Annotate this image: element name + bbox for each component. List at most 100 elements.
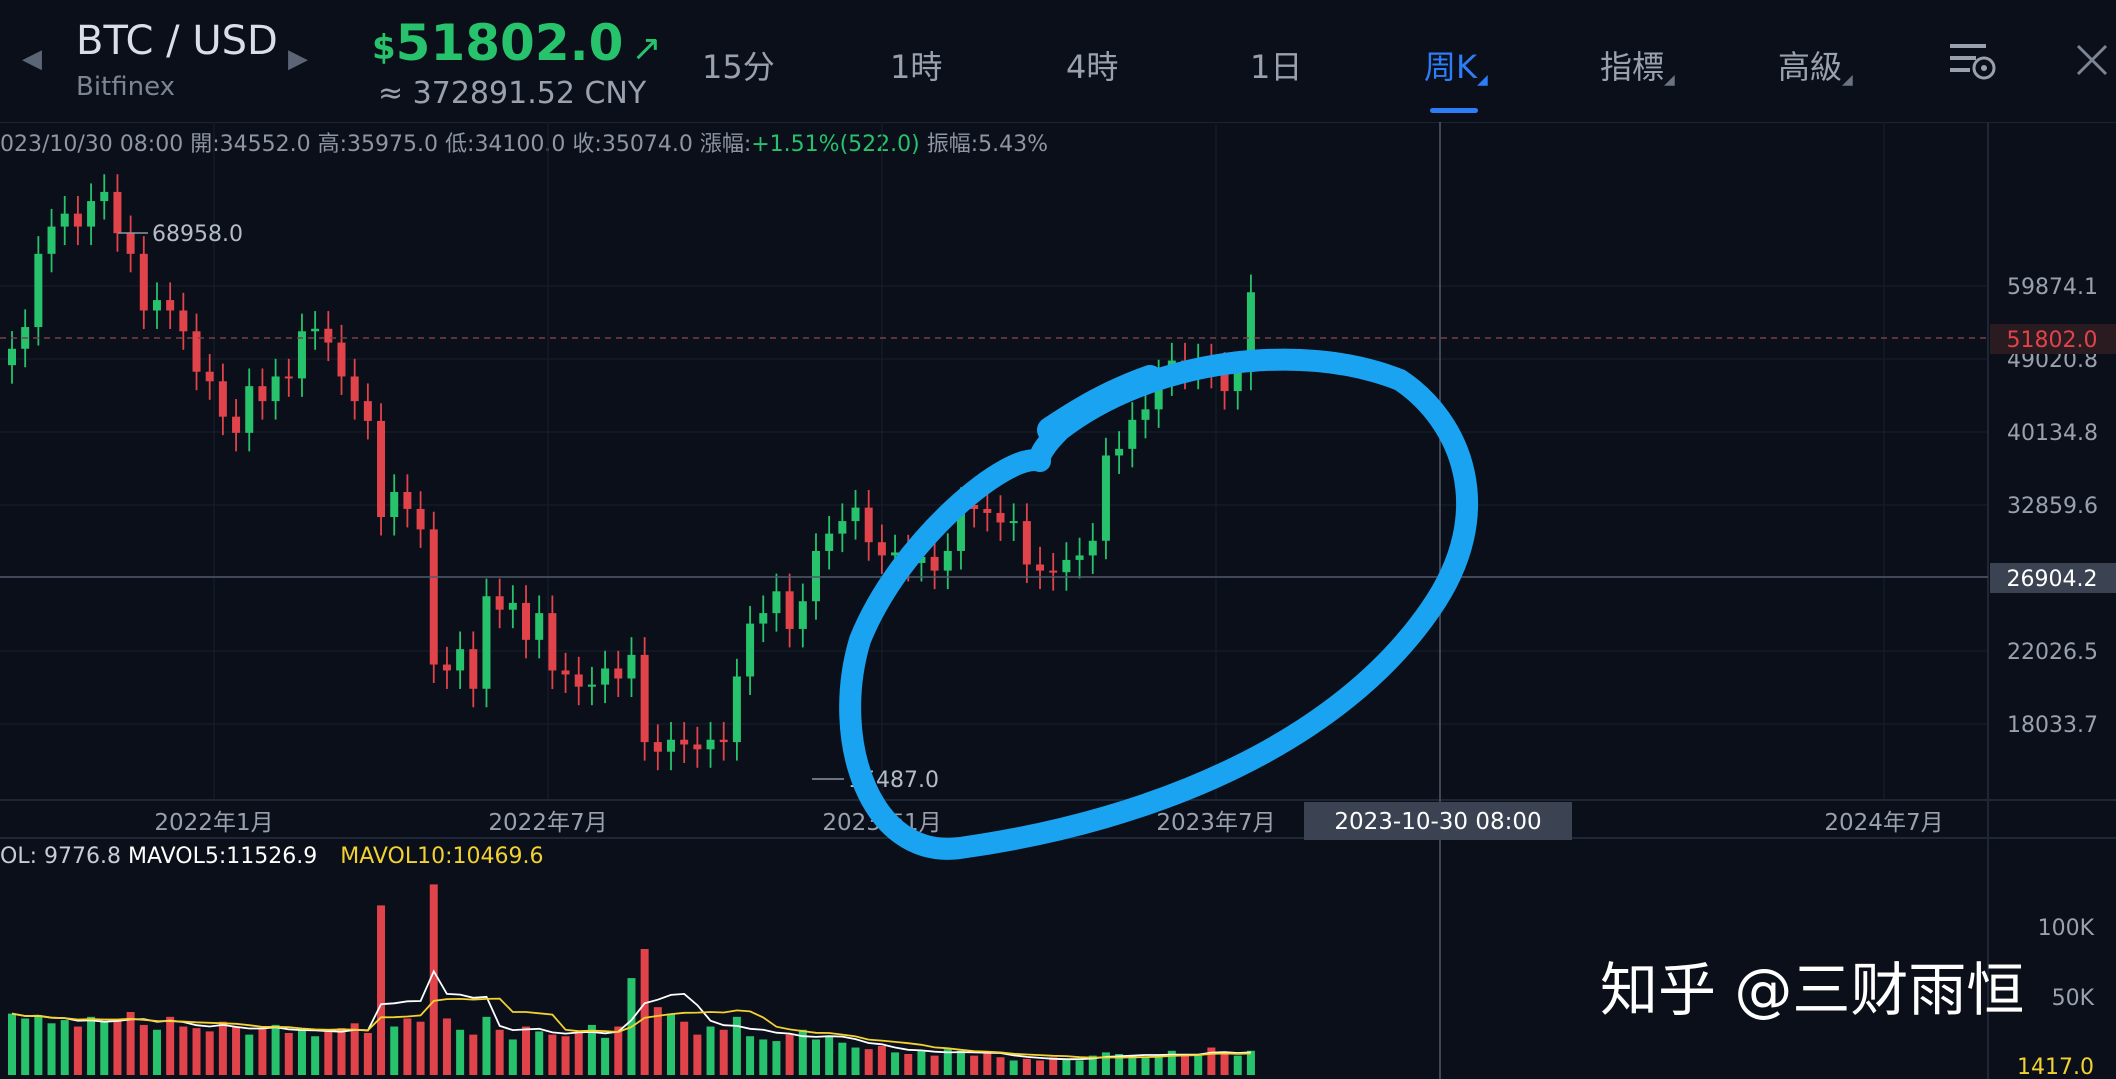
volume-bar xyxy=(535,1031,544,1075)
tab-weekly[interactable]: 周K◢ xyxy=(1424,42,1488,88)
candle-body xyxy=(139,253,148,311)
candle-body xyxy=(390,492,399,518)
crosshair-date-text: 2023-10-30 08:00 xyxy=(1334,809,1541,835)
ohlc-infobar: 023/10/30 08:00 開:34552.0 高:35975.0 低:34… xyxy=(0,126,1048,158)
candle-body xyxy=(877,542,886,556)
chart-settings-icon[interactable] xyxy=(1948,40,1998,84)
tab-advanced[interactable]: 高級◢ xyxy=(1778,42,1853,88)
volume-bar xyxy=(271,1024,280,1075)
hand-drawn-circle xyxy=(839,348,1479,860)
active-tab-indicator xyxy=(1430,108,1478,113)
price-cny: ≈ 372891.52 CNY xyxy=(378,76,647,111)
crosshair-price-text: 26904.2 xyxy=(2007,567,2098,592)
candle-body xyxy=(311,328,320,332)
top-bar: ◀ BTC / USD Bitfinex ▶ $51802.0 ↗ ≈ 37289… xyxy=(0,0,2116,123)
candle-body xyxy=(917,556,926,563)
info-amplitude: 5.43% xyxy=(978,132,1049,157)
info-close-label: 收: xyxy=(572,132,602,157)
info-change: +1.51%(522.0) xyxy=(751,132,920,157)
y-tick-label: 32859.6 xyxy=(2007,494,2098,519)
candle-body xyxy=(811,550,820,602)
volume-bar xyxy=(1101,1052,1110,1075)
tab-15min[interactable]: 15分 xyxy=(702,42,775,88)
close-icon[interactable] xyxy=(2074,42,2110,78)
volume-bar xyxy=(34,1015,43,1075)
mavol10-line xyxy=(11,997,1251,1059)
pair-title[interactable]: BTC / USD xyxy=(76,18,278,64)
volume-bar xyxy=(232,1026,241,1075)
candle-body xyxy=(587,684,596,687)
volume-bar xyxy=(1062,1058,1071,1075)
volume-bar xyxy=(87,1016,96,1075)
candle-body xyxy=(482,596,491,689)
volume-bar xyxy=(508,1039,517,1075)
volume-bar xyxy=(930,1055,939,1075)
volume-bar xyxy=(482,1016,491,1075)
high-marker-text: 68958.0 xyxy=(152,222,243,247)
candle-body xyxy=(1101,455,1110,541)
tab-4hour[interactable]: 4時 xyxy=(1066,42,1118,88)
volume-bar xyxy=(864,1049,873,1075)
volume-bar xyxy=(759,1039,768,1075)
dropdown-triangle-icon: ◢ xyxy=(1477,72,1488,88)
candle-body xyxy=(548,613,557,671)
current-price-text: 51802.0 xyxy=(2007,328,2098,353)
tab-indicators[interactable]: 指標◢ xyxy=(1600,42,1675,88)
tab-4hour-label: 4時 xyxy=(1066,48,1119,86)
dropdown-triangle-icon: ◢ xyxy=(1664,72,1675,88)
volume-bar xyxy=(667,1013,675,1075)
candle-body xyxy=(1036,564,1045,571)
volume-bars xyxy=(8,884,1255,1075)
candle-body xyxy=(825,533,834,551)
candle-body xyxy=(232,416,241,433)
volume-bar xyxy=(706,1026,715,1075)
candle-body xyxy=(47,226,56,254)
chevron-right-icon[interactable]: ▶ xyxy=(288,44,308,74)
candle-body xyxy=(851,507,860,522)
candle-body xyxy=(218,381,227,417)
candle-body xyxy=(1049,570,1058,573)
volume-bar xyxy=(1049,1057,1058,1075)
candle-body xyxy=(469,649,478,689)
chevron-left-icon[interactable]: ◀ xyxy=(22,44,42,74)
candle-body xyxy=(73,213,82,227)
volume-bar xyxy=(746,1036,755,1075)
volume-tick-label: 50K xyxy=(2052,986,2095,1011)
last-price: $51802.0 ↗ xyxy=(372,14,662,72)
price-symbol: $ xyxy=(372,28,396,68)
volume-bar xyxy=(258,1028,267,1075)
candle-body xyxy=(732,676,741,743)
candle-body xyxy=(706,739,715,750)
volume-bar xyxy=(772,1041,781,1075)
mavol10-value: MAVOL10:10469.6 xyxy=(340,844,544,869)
volume-bar xyxy=(956,1050,965,1075)
x-tick-label: 2024年7月 xyxy=(1824,810,1943,836)
volume-bar xyxy=(561,1036,570,1075)
candle-body xyxy=(956,504,965,551)
volume-bar xyxy=(1194,1055,1203,1075)
tab-1day[interactable]: 1日 xyxy=(1250,42,1302,88)
tab-1hour[interactable]: 1時 xyxy=(890,42,942,88)
candle-body xyxy=(561,670,570,675)
volume-bar xyxy=(548,1034,557,1075)
candle-body xyxy=(640,654,649,743)
candle-body xyxy=(429,529,438,665)
candle-body xyxy=(1154,377,1163,410)
candle-body xyxy=(522,602,531,640)
volume-bar xyxy=(1246,1050,1255,1075)
candle-body xyxy=(1128,419,1137,449)
candle-body xyxy=(456,649,465,671)
info-date: 023/10/30 08:00 xyxy=(0,132,184,157)
candle-body xyxy=(126,233,135,254)
candles xyxy=(8,174,1255,771)
volume-bar xyxy=(60,1020,69,1075)
volume-bar xyxy=(838,1042,847,1075)
volume-bar xyxy=(469,1034,478,1075)
candle-body xyxy=(152,300,161,311)
volume-bar xyxy=(719,1029,728,1075)
candle-body xyxy=(192,331,201,372)
candle-body xyxy=(693,744,702,750)
candle-body xyxy=(996,512,1005,523)
candle-body xyxy=(614,668,623,679)
